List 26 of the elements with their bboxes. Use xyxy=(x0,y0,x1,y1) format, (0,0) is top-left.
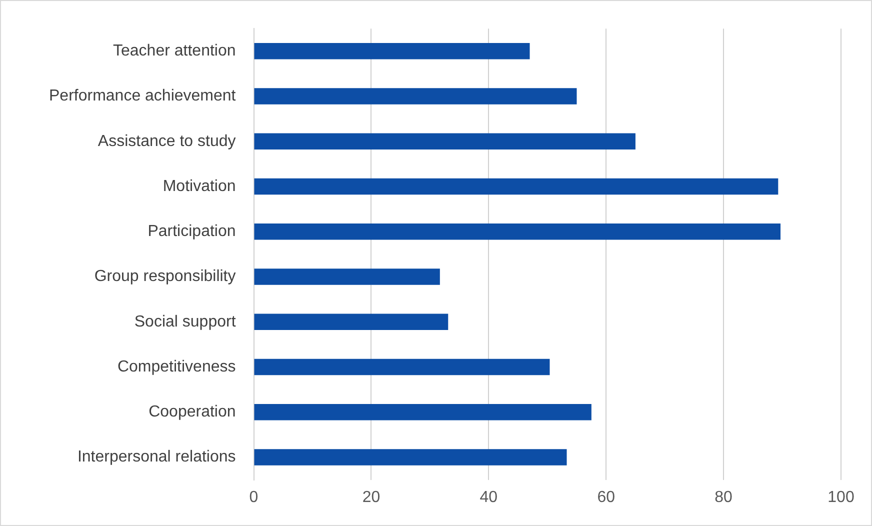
bar xyxy=(254,133,636,150)
bar xyxy=(254,88,577,104)
x-tick-label: 100 xyxy=(828,488,854,506)
bar xyxy=(254,404,592,420)
y-tick-label: Social support xyxy=(134,313,236,330)
x-tick-label: 20 xyxy=(362,488,380,506)
x-tick-label: 0 xyxy=(249,488,258,506)
y-tick-label: Participation xyxy=(148,223,236,240)
y-tick-label: Teacher attention xyxy=(113,42,236,60)
y-tick-label: Motivation xyxy=(162,178,236,195)
x-tick-label: 60 xyxy=(597,488,616,506)
y-tick-label: Interpersonal relations xyxy=(77,448,236,466)
x-tick-label: 80 xyxy=(714,488,733,506)
bar xyxy=(254,449,567,466)
y-tick-label: Assistance to study xyxy=(98,132,236,150)
y-tick-label: Cooperation xyxy=(148,404,236,421)
bar xyxy=(254,224,781,240)
y-tick-label: Performance achievement xyxy=(48,88,236,105)
bar xyxy=(254,358,550,376)
y-tick-label: Group responsibility xyxy=(94,268,236,286)
bar xyxy=(254,314,448,330)
bar xyxy=(254,268,440,285)
y-tick-label: Competitiveness xyxy=(117,358,236,376)
x-tick-label: 40 xyxy=(480,488,498,506)
bar xyxy=(254,178,778,195)
bar xyxy=(254,43,530,60)
